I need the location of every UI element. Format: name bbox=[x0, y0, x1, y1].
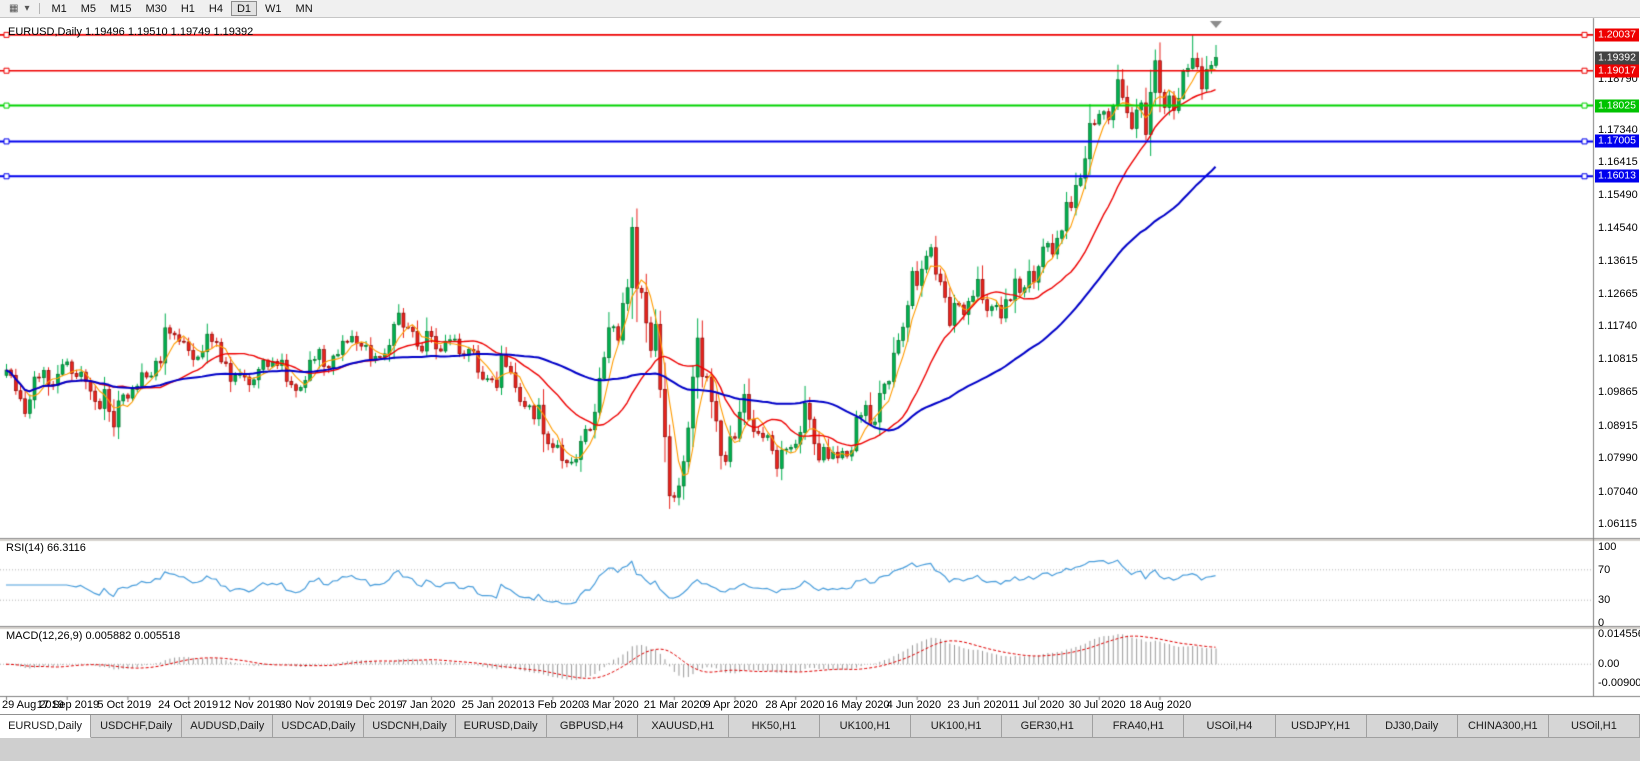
time-axis-label: 7 Jan 2020 bbox=[400, 699, 456, 711]
chart-tab-ger30-h1[interactable]: GER30,H1 bbox=[1002, 715, 1094, 738]
price-line-label: 1.20037 bbox=[1595, 28, 1639, 42]
macd-indicator-label: MACD(12,26,9) 0.005882 0.005518 bbox=[6, 630, 181, 642]
price-axis-label: 1.11740 bbox=[1598, 320, 1637, 333]
macd-axis-label: 0.00 bbox=[1598, 658, 1620, 671]
macd-axis-label: 0.014556 bbox=[1598, 628, 1640, 641]
chart-tab-fra40-h1[interactable]: FRA40,H1 bbox=[1093, 715, 1185, 738]
chart-tab-uk100-h1[interactable]: UK100,H1 bbox=[819, 715, 912, 738]
rsi-axis-label: 0 bbox=[1598, 617, 1605, 629]
rsi-indicator-label: RSI(14) 66.3116 bbox=[6, 542, 86, 554]
timeframe-button-d1[interactable]: D1 bbox=[230, 1, 258, 16]
price-axis-label: 1.17340 bbox=[1598, 123, 1638, 136]
timeframe-button-m1[interactable]: M1 bbox=[51, 3, 67, 15]
chart-tab-xauusd-h1[interactable]: XAUUSD,H1 bbox=[637, 715, 729, 738]
time-axis-label: 28 Apr 2020 bbox=[765, 699, 825, 711]
price-axis-label: 1.08915 bbox=[1598, 419, 1638, 432]
price-line-label: 1.19017 bbox=[1595, 64, 1639, 78]
price-axis-label: 1.14540 bbox=[1598, 222, 1638, 235]
time-axis-label: 12 Nov 2019 bbox=[218, 699, 282, 711]
chevron-down-icon[interactable]: ▾ bbox=[24, 2, 30, 14]
chart-tab-eurusd-daily[interactable]: EURUSD,Daily bbox=[0, 715, 92, 738]
time-axis-label: 24 Oct 2019 bbox=[158, 699, 219, 711]
chart-title: EURUSD,Daily 1.19496 1.19510 1.19749 1.1… bbox=[8, 26, 254, 38]
price-line-label: 1.16013 bbox=[1595, 169, 1639, 183]
time-axis-label: 30 Nov 2019 bbox=[279, 699, 342, 711]
time-axis-label: 3 Mar 2020 bbox=[583, 699, 639, 711]
chart-tab-gbpusd-h4[interactable]: GBPUSD,H4 bbox=[546, 715, 638, 738]
chart-tab-usoil-h1[interactable]: USOil,H1 bbox=[1548, 715, 1640, 738]
chart-tab-uk100-h1[interactable]: UK100,H1 bbox=[911, 715, 1003, 738]
macd-axis-label: -0.009001 bbox=[1598, 676, 1640, 689]
price-axis-label: 1.16415 bbox=[1598, 156, 1638, 169]
price-line-label: 1.17005 bbox=[1595, 134, 1639, 148]
chart-type-icon[interactable]: ▦ bbox=[9, 2, 19, 14]
timeframe-button-mn[interactable]: MN bbox=[295, 3, 313, 15]
chart-tab-eurusd-daily[interactable]: EURUSD,Daily bbox=[455, 715, 547, 738]
time-axis-label: 5 Oct 2019 bbox=[97, 699, 152, 711]
time-axis-label: 18 Aug 2020 bbox=[1129, 699, 1192, 711]
chart-tab-usoil-h4[interactable]: USOil,H4 bbox=[1184, 715, 1276, 738]
rsi-axis-label: 30 bbox=[1598, 594, 1611, 607]
price-axis-label: 1.09865 bbox=[1598, 386, 1638, 399]
timeframe-button-w1[interactable]: W1 bbox=[265, 3, 282, 15]
time-axis-label: 4 Jun 2020 bbox=[886, 699, 942, 711]
chart-tab-dj30-daily[interactable]: DJ30,Daily bbox=[1366, 715, 1458, 738]
chart-tab-bar: EURUSD,Daily USDCHF,Daily AUDUSD,Daily USDC… bbox=[0, 714, 1640, 761]
price-axis-label: 1.10815 bbox=[1598, 352, 1638, 365]
time-axis-label: 19 Dec 2019 bbox=[340, 699, 403, 711]
chart-tab-china300-h1[interactable]: CHINA300,H1 bbox=[1457, 715, 1549, 738]
timeframe-button-m30[interactable]: M30 bbox=[145, 3, 167, 15]
price-axis-label: 1.07990 bbox=[1598, 452, 1638, 465]
price-axis-label: 1.12665 bbox=[1598, 287, 1638, 300]
price-line-label: 1.19392 bbox=[1595, 51, 1639, 65]
time-axis-label: 9 Apr 2020 bbox=[704, 699, 758, 711]
chart-tab-usdcad-daily[interactable]: USDCAD,Daily bbox=[273, 715, 365, 738]
time-axis-label: 30 Jul 2020 bbox=[1068, 699, 1126, 711]
timeframe-button-h1[interactable]: H1 bbox=[180, 3, 195, 15]
toolbar-icons: ▦ ▾ bbox=[3, 1, 35, 17]
time-axis-label: 13 Feb 2020 bbox=[522, 699, 585, 711]
rsi-axis-label: 70 bbox=[1598, 563, 1611, 576]
price-axis-label: 1.13615 bbox=[1598, 254, 1638, 267]
time-axis-label: 16 May 2020 bbox=[825, 699, 890, 711]
price-axis-label: 1.07040 bbox=[1598, 485, 1638, 498]
chart-tab-usdchf-daily[interactable]: USDCHF,Daily bbox=[91, 715, 183, 738]
time-axis-label: 29 Aug 2019 bbox=[2, 699, 64, 711]
price-axis-label: 1.06115 bbox=[1598, 518, 1637, 531]
price-line-label: 1.18025 bbox=[1595, 99, 1639, 113]
timeframe-button-h4[interactable]: H4 bbox=[208, 3, 223, 15]
timeframe-toolbar: ▦ ▾ M1 M5 M15 M30 H1 H4 D1 W1 MN bbox=[0, 0, 1640, 18]
timeframe-button-m5[interactable]: M5 bbox=[80, 3, 97, 15]
chart-tab-audusd-daily[interactable]: AUDUSD,Daily bbox=[182, 715, 274, 738]
chart-tab-usdcnh-daily[interactable]: USDCNH,Daily bbox=[364, 715, 456, 738]
rsi-axis-label: 100 bbox=[1598, 541, 1617, 553]
time-axis-label: 23 Jun 2020 bbox=[947, 699, 1008, 711]
price-axis-label: 1.15490 bbox=[1598, 188, 1638, 201]
chart-tab-hk50-h1[interactable]: HK50,H1 bbox=[728, 715, 820, 738]
timeframe-buttons: M1 M5 M15 M30 H1 H4 D1 W1 MN bbox=[44, 1, 319, 16]
toolbar-separator bbox=[39, 3, 41, 14]
time-axis-label: 21 Mar 2020 bbox=[643, 699, 706, 711]
time-axis-label: 11 Jul 2020 bbox=[1008, 699, 1065, 711]
timeframe-button-m15[interactable]: M15 bbox=[110, 3, 132, 15]
time-axis-label: 25 Jan 2020 bbox=[461, 699, 523, 711]
time-axis-label: 17 Sep 2019 bbox=[36, 699, 100, 711]
chart-tab-usdjpy-h1[interactable]: USDJPY,H1 bbox=[1275, 715, 1367, 738]
